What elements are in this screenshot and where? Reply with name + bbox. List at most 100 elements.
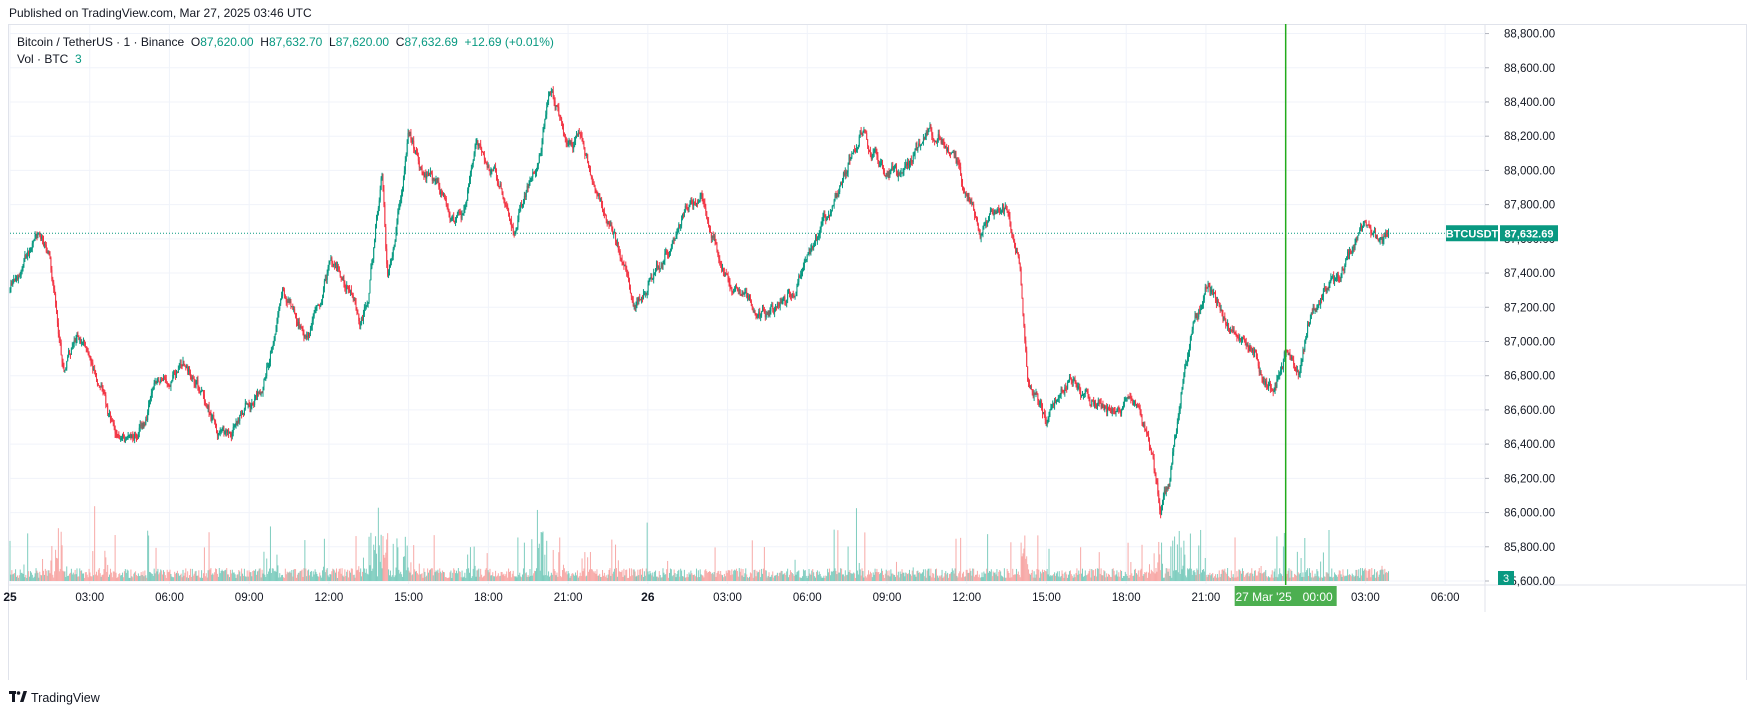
candle-body <box>589 168 591 176</box>
volume-bar <box>53 577 55 581</box>
volume-bar <box>845 575 847 581</box>
candle-body <box>970 200 972 203</box>
candle-body <box>832 205 834 207</box>
candle-body <box>132 435 134 439</box>
volume-bar <box>1115 574 1117 581</box>
candle-body <box>49 251 51 258</box>
candle-body <box>124 440 126 443</box>
candle-body <box>856 148 858 150</box>
candle-body <box>1011 229 1013 234</box>
volume-bar <box>1130 561 1132 581</box>
volume-bar <box>1058 571 1060 581</box>
volume-bar <box>801 577 803 581</box>
candle-body <box>958 161 960 165</box>
candle-body <box>824 214 826 218</box>
volume-bar <box>21 572 23 581</box>
volume-bar <box>1352 575 1354 581</box>
candle-body <box>1036 391 1038 394</box>
candle-body <box>854 149 856 151</box>
candle-body <box>216 426 217 432</box>
volume-bar <box>1295 574 1297 581</box>
volume-bar <box>223 571 225 581</box>
candle-body <box>668 254 670 256</box>
volume-bar <box>751 540 753 581</box>
candle-body <box>1077 386 1079 389</box>
volume-bar <box>1194 572 1196 581</box>
candle-body <box>1124 397 1126 401</box>
volume-bar <box>581 558 583 581</box>
volume-bar <box>1071 575 1073 581</box>
volume-bar <box>375 553 377 581</box>
candle-body <box>44 244 46 246</box>
volume-bar <box>339 568 341 581</box>
candle-body <box>936 139 938 143</box>
volume-bar <box>300 570 302 581</box>
volume-bar <box>1343 575 1345 581</box>
candle-body <box>161 379 163 381</box>
volume-bar <box>114 535 116 581</box>
volume-bar <box>875 572 877 581</box>
volume-bar <box>235 577 237 581</box>
volume-bar <box>756 570 758 581</box>
volume-bar <box>470 577 472 581</box>
volume-bar <box>1095 576 1097 581</box>
candle-body <box>727 275 729 281</box>
candle-body <box>173 371 175 375</box>
y-tick-label: 87,400.00 <box>1504 268 1555 280</box>
candle-body <box>680 225 682 227</box>
volume-bar <box>1142 575 1144 581</box>
volume-bar <box>243 568 245 581</box>
volume-bar <box>1346 575 1348 581</box>
candle-body <box>1100 402 1102 408</box>
candle-body <box>120 439 122 441</box>
volume-bar <box>509 571 511 581</box>
volume-bar <box>529 569 531 581</box>
candle-body <box>190 376 192 379</box>
volume-bar <box>338 568 340 581</box>
volume-bar <box>1060 575 1062 581</box>
candle-body <box>716 243 718 250</box>
y-tick-label: 88,000.00 <box>1504 165 1555 177</box>
candle-body <box>443 193 445 198</box>
candle-body <box>746 291 748 298</box>
volume-bar <box>1349 574 1351 581</box>
volume-bar <box>958 573 960 581</box>
volume-bar <box>1048 548 1050 581</box>
candle-body <box>889 172 891 177</box>
volume-bar <box>1289 577 1291 581</box>
candle-body <box>414 148 416 152</box>
candle-body <box>1148 433 1150 440</box>
volume-bar <box>601 576 603 581</box>
candle-body <box>565 138 567 143</box>
candle-body <box>713 235 715 238</box>
candle-body <box>817 236 819 238</box>
volume-bar <box>109 574 111 581</box>
volume-bar <box>914 574 916 581</box>
candle-body <box>1126 397 1128 399</box>
volume-bar <box>56 557 58 581</box>
legend-volume-label[interactable]: Vol · BTC <box>17 52 69 66</box>
legend-low-label: L <box>329 35 336 49</box>
candle-body <box>1135 404 1137 406</box>
volume-bar <box>126 569 128 581</box>
volume-bar <box>15 569 17 581</box>
volume-bar <box>17 577 19 581</box>
volume-bar <box>842 574 844 581</box>
volume-bar <box>1162 577 1164 581</box>
candle-body <box>525 191 527 197</box>
footer-brand[interactable]: TradingView <box>31 690 100 705</box>
volume-bar <box>640 569 642 581</box>
candle-body <box>1354 242 1356 249</box>
legend-symbol[interactable]: Bitcoin / TetherUS · 1 · Binance <box>17 35 185 49</box>
candle-body <box>814 241 816 245</box>
volume-bar <box>881 568 883 581</box>
candle-body <box>663 260 665 264</box>
volume-bar <box>677 570 679 581</box>
volume-bar <box>960 537 962 581</box>
volume-bar <box>348 577 350 581</box>
candle-body <box>1031 389 1033 392</box>
volume-bar <box>595 573 597 581</box>
volume-bar <box>795 574 797 581</box>
candle-body <box>833 200 835 206</box>
